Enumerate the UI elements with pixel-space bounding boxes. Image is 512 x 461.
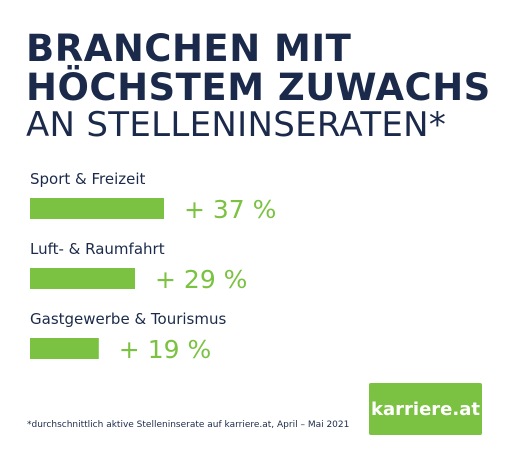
chart-title: BRANCHEN MIT HÖCHSTEM ZUWACHS AN STELLEN…	[26, 30, 491, 142]
title-line-1: BRANCHEN MIT	[26, 30, 491, 67]
title-line-2: HÖCHSTEM ZUWACHS	[26, 69, 491, 106]
category-label: Gastgewerbe & Tourismus	[30, 310, 226, 328]
karriere-logo: karriere.at	[369, 383, 482, 435]
bar-chart: Sport & Freizeit + 37 % Luft- & Raumfahrt +…	[0, 160, 512, 380]
footnote: *durchschnittlich aktive Stelleninserate…	[27, 420, 349, 430]
bar	[30, 198, 164, 219]
bar	[30, 338, 99, 359]
value-label: + 29 %	[155, 265, 247, 294]
value-label: + 37 %	[184, 195, 276, 224]
category-label: Luft- & Raumfahrt	[30, 240, 165, 258]
title-line-3: AN STELLENINSERATEN*	[26, 108, 491, 142]
value-label: + 19 %	[119, 335, 211, 364]
bar	[30, 268, 135, 289]
category-label: Sport & Freizeit	[30, 170, 146, 188]
